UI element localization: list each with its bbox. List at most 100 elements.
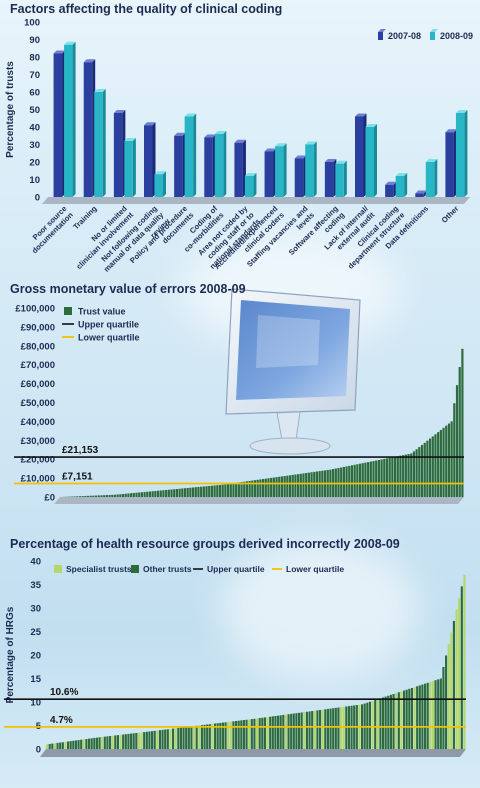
other-trust-bar (164, 729, 167, 749)
other-trust-bar (334, 707, 337, 749)
specialist-trust-bar (193, 726, 196, 749)
specialist-trust-bar (431, 681, 434, 749)
other-trust-bar (122, 734, 125, 749)
trust-bar (299, 473, 302, 497)
trust-bar (375, 460, 378, 497)
trust-bar (243, 481, 246, 497)
trust-bar (383, 458, 386, 497)
y-tick-label: 15 (30, 674, 41, 685)
other-trust-bar (106, 736, 109, 749)
y-tick-label: 100 (24, 18, 40, 29)
y-tick-label: £100,000 (15, 304, 55, 315)
bar-top (385, 181, 397, 185)
specialist-trust-bar (64, 741, 67, 749)
other-trust-bar (206, 724, 209, 749)
y-tick-label: £30,000 (21, 436, 55, 447)
y-tick-label: £70,000 (21, 360, 55, 371)
trust-bar (253, 480, 257, 497)
other-trust-bar (445, 655, 448, 749)
trust-bar (412, 451, 416, 497)
other-trust-bar (158, 730, 161, 749)
trust-bar (305, 472, 308, 497)
specialist-trust-bar (400, 691, 403, 749)
other-trust-bar (224, 722, 227, 749)
factors-panel: Factors affecting the quality of clinica… (0, 0, 480, 280)
trust-bar (162, 490, 165, 497)
other-trust-bar (382, 697, 385, 749)
y-tick-label: 0 (35, 193, 40, 204)
trust-bar (420, 444, 424, 497)
other-trust-bar (103, 736, 106, 749)
trust-bar (399, 455, 402, 497)
trust-bar (213, 485, 216, 497)
bar-depth (253, 173, 257, 197)
other-trust-bar (232, 721, 235, 749)
x-tick-label-group: Other (440, 204, 461, 225)
y-tick-label: £10,000 (21, 474, 55, 485)
legend-swatch-other (131, 565, 139, 573)
bar-top (53, 50, 66, 54)
other-trust-bar (208, 724, 211, 749)
other-trust-bar (95, 737, 98, 749)
specialist-trust-bar (137, 732, 140, 749)
other-trust-bar (261, 717, 264, 749)
trust-bar (415, 449, 418, 497)
trust-bar (275, 477, 278, 497)
trust-bar (191, 487, 195, 497)
bar-top (324, 159, 337, 162)
bar-2008-09 (455, 113, 465, 197)
bar-depth (343, 160, 347, 197)
other-trust-bar (374, 700, 377, 749)
bar-2008-09 (244, 176, 254, 197)
other-trust-bar (242, 720, 245, 749)
bar-2008-09 (94, 92, 103, 197)
bar-depth (193, 113, 197, 197)
other-trust-bar (195, 725, 198, 749)
trust-bar (270, 477, 273, 497)
trust-bar (197, 486, 200, 497)
trust-bar (434, 434, 437, 497)
trust-bar (380, 459, 383, 497)
bar-top (234, 139, 246, 143)
other-trust-bar (258, 718, 261, 749)
other-trust-bar (397, 692, 400, 749)
specialist-trust-bar (256, 718, 259, 749)
specialist-trust-bar (429, 681, 432, 749)
other-trust-bar (308, 711, 311, 749)
legend-label: 2008-09 (440, 31, 473, 41)
other-trust-bar (416, 686, 419, 749)
trust-bar (73, 496, 76, 497)
other-trust-bar (182, 727, 185, 749)
trust-bar (428, 438, 432, 497)
other-trust-bar (61, 742, 64, 749)
other-trust-bar (366, 702, 369, 749)
specialist-trust-bar (82, 739, 85, 749)
trust-bar (154, 490, 157, 497)
trust-bar (423, 442, 426, 497)
other-trust-bar (424, 683, 427, 749)
trust-bar (245, 481, 249, 497)
trust-bar (297, 474, 300, 497)
other-trust-bar (48, 743, 51, 749)
other-trust-bar (319, 709, 322, 749)
bar-depth (374, 124, 377, 197)
trust-bar (256, 479, 259, 497)
trust-bar (302, 473, 305, 497)
y-tick-label: £50,000 (21, 398, 55, 409)
trust-bar (76, 496, 79, 497)
bar-top (264, 148, 277, 152)
trust-bar (313, 471, 316, 497)
trust-bar (165, 489, 168, 497)
trust-bar (175, 488, 179, 497)
other-trust-bar (389, 694, 392, 749)
other-trust-bar (460, 586, 463, 749)
bar-depth (283, 143, 287, 197)
specialist-trust-bar (458, 597, 461, 749)
other-trust-bar (203, 724, 206, 749)
other-trust-bar (214, 723, 217, 749)
legend-swatch-2008-09 (430, 32, 435, 40)
trust-bar (267, 478, 270, 497)
bar-2007-08 (355, 116, 364, 197)
legend-label: Lower quartile (78, 333, 140, 343)
other-trust-bar (384, 696, 387, 749)
